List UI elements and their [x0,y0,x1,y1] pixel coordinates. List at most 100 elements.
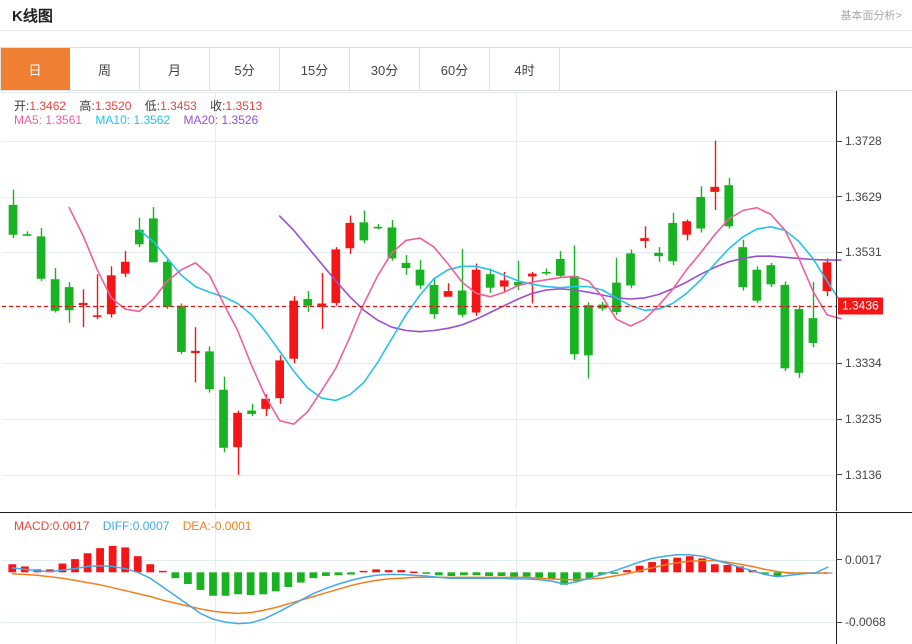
candle[interactable] [275,355,285,404]
candle[interactable] [738,239,748,291]
candle[interactable] [527,271,537,304]
candle[interactable] [640,226,649,249]
candle[interactable] [668,212,677,266]
price-axis-tick [836,196,842,198]
macd-histogram-bar [472,572,481,576]
macd-histogram-bar [83,553,92,573]
candle[interactable] [149,207,158,263]
candle[interactable] [584,302,593,379]
candle[interactable] [247,403,256,417]
candle[interactable] [780,281,790,372]
tab-2[interactable]: 月 [140,48,210,90]
candle[interactable] [415,260,425,289]
candle-body [499,280,509,287]
candle[interactable] [696,186,706,233]
candle[interactable] [22,231,32,236]
candle[interactable] [598,301,607,311]
ma20-value: 1.3526 [221,113,259,127]
open-label: 开: [14,99,30,113]
macd-svg[interactable] [0,513,912,644]
high-value: 1.3520 [94,99,132,113]
candle[interactable] [177,303,186,355]
page-header: K线图 基本面分析> [0,0,912,30]
candle[interactable] [626,249,635,289]
candle-body [92,315,102,317]
candle-body [120,261,130,274]
candle-body [555,258,565,276]
candle[interactable] [752,266,762,303]
candle[interactable] [387,220,397,261]
dea-label: DEA: [182,519,211,533]
tab-3[interactable]: 5分 [210,48,280,90]
macd-histogram-bar [309,572,318,579]
candle[interactable] [64,282,74,323]
macd-histogram-bar [485,572,493,576]
candle[interactable] [120,251,130,278]
tab-6[interactable]: 60分 [420,48,490,90]
candle[interactable] [134,217,144,248]
candle[interactable] [471,263,481,316]
candle[interactable] [682,219,691,241]
candle[interactable] [78,289,88,328]
tab-label: 4时 [514,62,535,78]
dea-value: -0.0001 [210,519,252,533]
candle[interactable] [345,215,355,254]
candle-body [766,265,776,285]
page-title: K线图 [12,7,53,25]
candle[interactable] [191,327,200,383]
candle-body [724,185,734,227]
tab-5[interactable]: 30分 [350,48,420,90]
candle[interactable] [555,251,565,278]
candle[interactable] [331,247,341,306]
candle-body [22,234,32,236]
candle[interactable] [794,305,804,378]
candle[interactable] [570,245,579,360]
ma-legend: MA5: 1.3561 MA10: 1.3562 MA20: 1.3526 [14,113,258,127]
candle[interactable] [429,279,439,319]
candle[interactable] [106,266,116,318]
candle[interactable] [443,283,453,297]
tab-0[interactable]: 日 [0,48,70,90]
candle[interactable] [822,258,832,297]
macd-histogram-bar [322,572,330,576]
candle[interactable] [8,189,18,239]
candle[interactable] [205,346,214,393]
macd-y-tick: -0.0068 [845,615,886,630]
macd-y-tick: 0.0017 [845,552,882,567]
candle[interactable] [317,273,327,329]
macd-histogram-bar [434,572,443,576]
candle[interactable] [36,227,46,281]
candle[interactable] [303,291,313,312]
candle[interactable] [541,268,551,276]
candle-body [570,275,579,355]
candle[interactable] [92,274,102,320]
candle[interactable] [654,247,663,262]
candle-body [387,227,397,259]
candle[interactable] [50,267,60,313]
macd-histogram-bar [773,572,782,576]
candle[interactable] [373,224,383,230]
candle[interactable] [219,376,228,453]
ma10-label: MA10: [95,113,131,127]
candle[interactable] [724,177,734,229]
candle[interactable] [163,259,172,310]
candlestick-svg[interactable] [0,91,912,511]
tab-4[interactable]: 15分 [280,48,350,90]
macd-histogram-bar [635,565,644,573]
tab-1[interactable]: 周 [70,48,140,90]
macd-histogram-bar [572,572,581,582]
candle[interactable] [766,262,776,288]
candle[interactable] [710,140,720,210]
ohlc-legend: 开:1.3462 高:1.3520 低:1.3453 收:1.3513 [14,97,262,114]
candle-body [64,287,74,311]
fundamental-analysis-link[interactable]: 基本面分析> [840,10,902,22]
candle[interactable] [289,296,299,364]
candle-body [429,284,439,315]
price-y-tick: 1.3136 [845,467,882,482]
candle[interactable] [359,210,369,244]
candle[interactable] [485,268,495,293]
tab-7[interactable]: 4时 [490,48,560,90]
candle[interactable] [233,410,242,475]
candle[interactable] [401,255,411,275]
high-label: 高: [79,99,95,113]
